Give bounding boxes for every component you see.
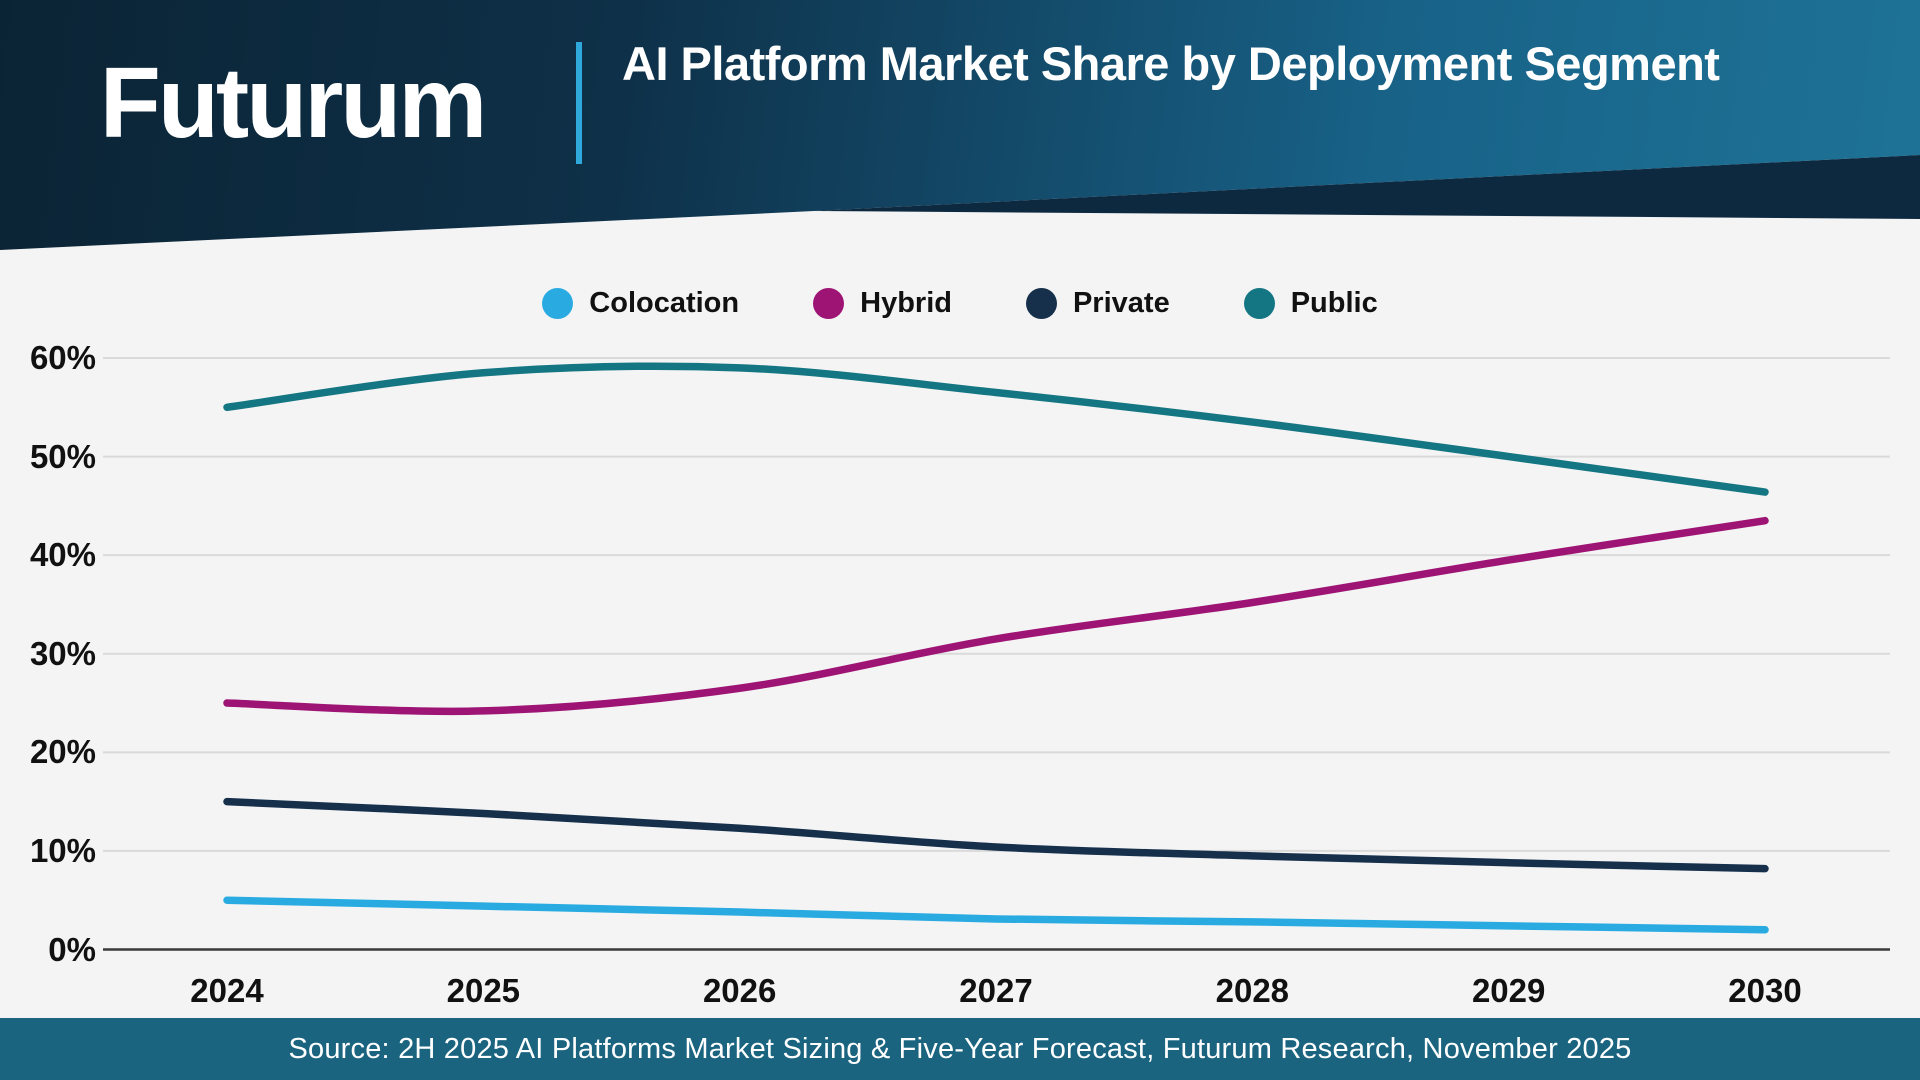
legend-dot-icon bbox=[1243, 287, 1275, 319]
y-tick-label: 40% bbox=[29, 536, 96, 574]
page-title: AI Platform Market Share by Deployment S… bbox=[622, 37, 1720, 90]
x-tick-label: 2026 bbox=[702, 972, 777, 1009]
legend-item-private: Private bbox=[1025, 286, 1170, 320]
series-line-hybrid bbox=[223, 516, 1769, 716]
x-tick-label: 2025 bbox=[446, 972, 521, 1009]
legend-dot-icon bbox=[813, 287, 845, 319]
y-tick-label: 50% bbox=[29, 437, 96, 475]
legend-item-public: Public bbox=[1243, 286, 1378, 320]
chart-legend: Colocation Hybrid Private Public bbox=[0, 278, 1920, 328]
legend-label: Public bbox=[1290, 286, 1378, 319]
series-line-private bbox=[223, 797, 1769, 873]
legend-label: Colocation bbox=[589, 286, 740, 319]
y-tick-label: 60% bbox=[29, 339, 96, 376]
x-tick-label: 2027 bbox=[959, 972, 1033, 1009]
legend-dot-icon bbox=[542, 287, 574, 319]
x-tick-label: 2028 bbox=[1215, 972, 1290, 1009]
y-tick-label: 10% bbox=[29, 831, 96, 869]
series-line-colocation bbox=[223, 896, 1769, 934]
x-tick-label: 2030 bbox=[1728, 972, 1802, 1009]
x-tick-label: 2024 bbox=[190, 972, 264, 1009]
legend-label: Hybrid bbox=[860, 286, 952, 319]
series-line-public bbox=[223, 362, 1769, 496]
legend-item-hybrid: Hybrid bbox=[813, 287, 952, 320]
header-divider bbox=[576, 42, 582, 164]
legend-label: Private bbox=[1072, 286, 1170, 319]
y-tick-label: 30% bbox=[29, 634, 96, 672]
legend-dot-icon bbox=[1025, 287, 1057, 319]
legend-item-colocation: Colocation bbox=[542, 287, 739, 320]
footer-bar: Source: 2H 2025 AI Platforms Market Sizi… bbox=[0, 1018, 1920, 1080]
x-tick-label: 2029 bbox=[1471, 972, 1546, 1009]
y-tick-label: 0% bbox=[48, 930, 96, 968]
futurum-logo: Futurum bbox=[99, 46, 487, 159]
y-tick-label: 20% bbox=[29, 733, 96, 771]
source-text: Source: 2H 2025 AI Platforms Market Sizi… bbox=[288, 1032, 1632, 1065]
